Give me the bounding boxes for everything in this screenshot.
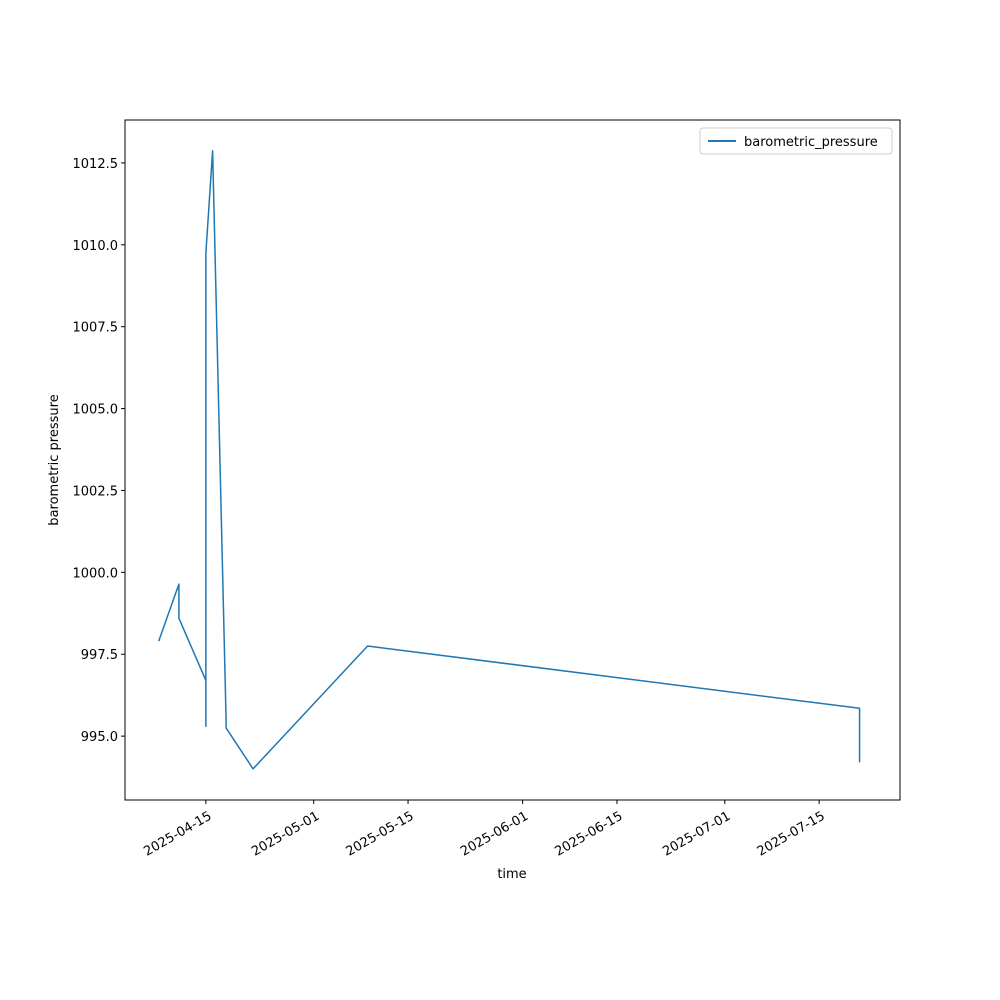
y-tick-label: 1010.0 <box>73 239 119 254</box>
legend-label: barometric_pressure <box>744 135 878 150</box>
y-tick-label: 1002.5 <box>73 484 119 499</box>
x-axis-label: time <box>497 867 526 882</box>
y-axis-label: barometric pressure <box>47 394 62 525</box>
data-line <box>157 150 861 770</box>
y-tick-label: 995.0 <box>81 730 118 745</box>
y-tick-label: 1000.0 <box>73 566 119 581</box>
y-tick-label: 1012.5 <box>73 157 119 172</box>
y-tick-label: 1007.5 <box>73 321 119 336</box>
y-tick-label: 1005.0 <box>73 403 119 418</box>
y-tick-label: 997.5 <box>81 648 118 663</box>
plot-frame <box>124 119 901 801</box>
legend-box <box>699 127 893 155</box>
